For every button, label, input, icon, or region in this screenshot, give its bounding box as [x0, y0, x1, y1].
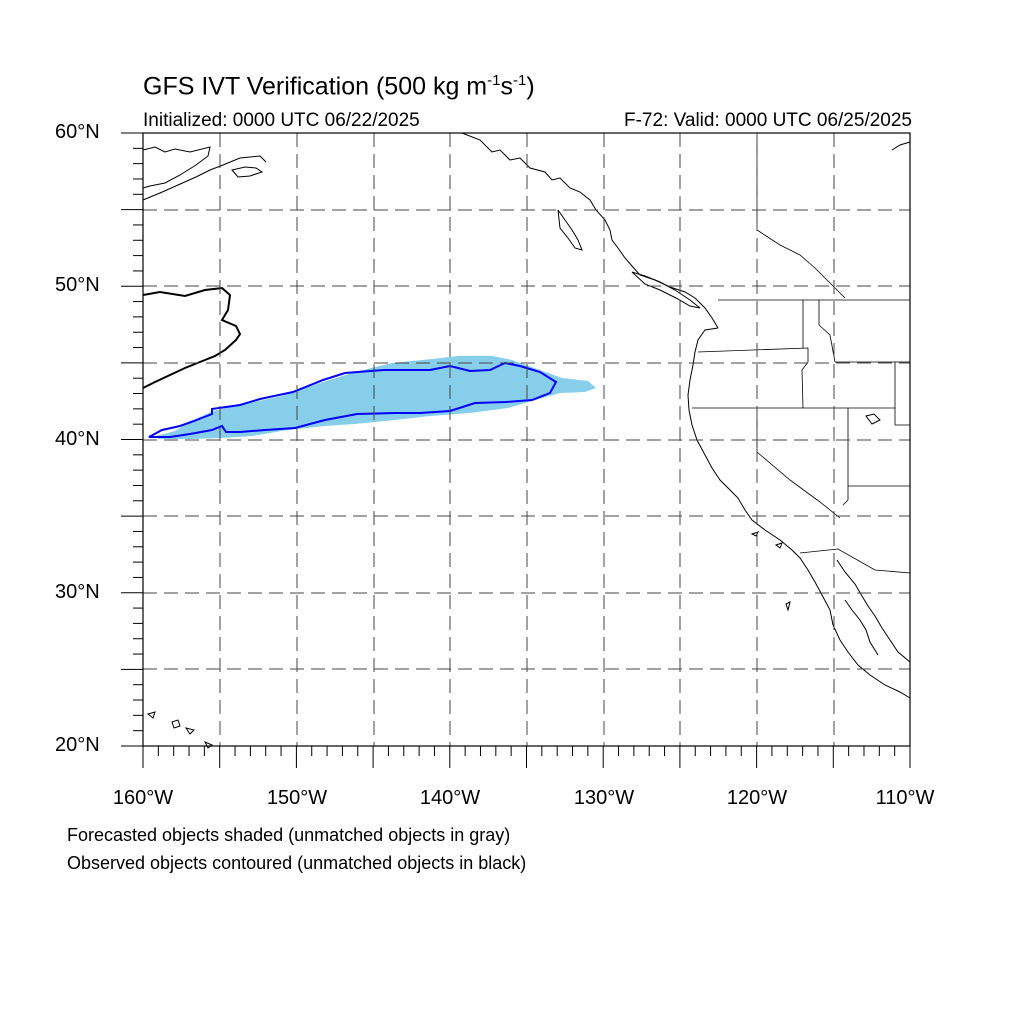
lon-label-130w: 130°W — [573, 787, 635, 809]
lat-label-40: 40°N — [55, 428, 100, 450]
title-unit-s: s — [500, 72, 513, 101]
lat-label-30: 30°N — [55, 581, 100, 603]
valid-time: F-72: Valid: 0000 UTC 06/25/2025 — [624, 110, 912, 131]
lon-label-110w: 110°W — [875, 787, 935, 809]
title-close: ) — [526, 72, 535, 101]
chart-title: GFS IVT Verification (500 kg m-1s-1) — [143, 72, 535, 101]
observed-ivt-object — [148, 361, 558, 438]
lon-label-140w: 140°W — [419, 787, 481, 809]
political-boundaries — [692, 133, 911, 574]
lat-label-60: 60°N — [55, 121, 100, 143]
axis-ticks — [121, 132, 911, 768]
lon-label-160w: 160°W — [112, 787, 174, 809]
initialized-time: Initialized: 0000 UTC 06/22/2025 — [143, 110, 420, 131]
legend-observed-note: Observed objects contoured (unmatched ob… — [67, 853, 527, 873]
lon-label-120w: 120°W — [726, 787, 788, 809]
lat-label-50: 50°N — [55, 274, 100, 296]
lat-label-20: 20°N — [55, 734, 100, 756]
title-exponent-1: -1 — [487, 72, 501, 89]
lon-label-150w: 150°W — [266, 787, 328, 809]
graticule — [143, 133, 910, 746]
title-text: GFS IVT Verification (500 kg m — [143, 72, 488, 101]
title-exponent-2: -1 — [512, 72, 527, 89]
legend-forecast-note: Forecasted objects shaded (unmatched obj… — [67, 825, 511, 845]
coastlines — [142, 132, 911, 749]
